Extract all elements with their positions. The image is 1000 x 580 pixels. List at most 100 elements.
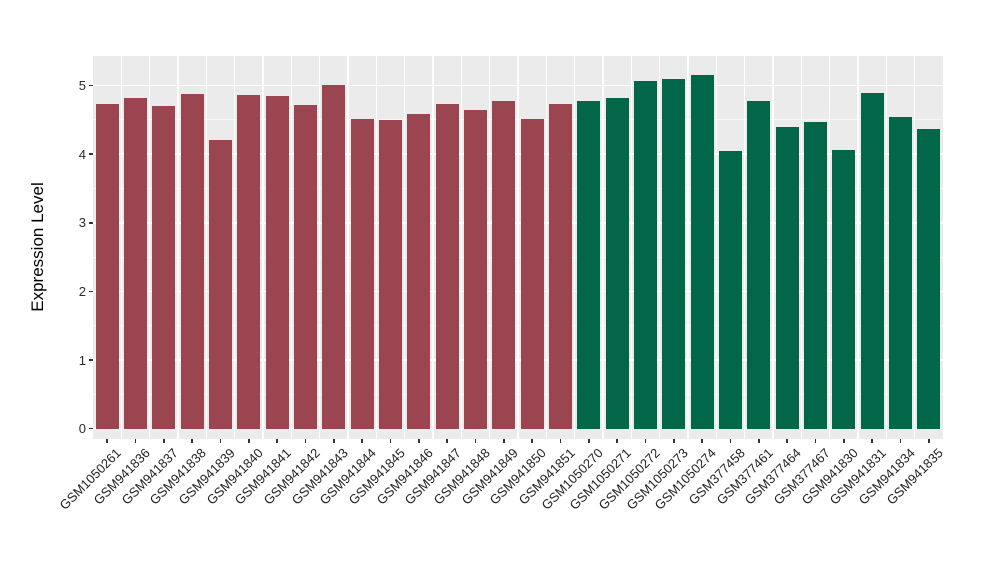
bar-GSM941841 xyxy=(265,96,289,429)
bar-GSM941837 xyxy=(152,106,176,429)
bar-GSM377458 xyxy=(719,150,742,429)
x-tick-mark xyxy=(531,439,533,443)
gridline-vertical xyxy=(574,56,576,439)
gridline-vertical xyxy=(517,56,519,439)
bar-GSM377461 xyxy=(747,100,771,429)
gridline-vertical xyxy=(234,56,236,439)
gridline-vertical xyxy=(319,56,321,439)
x-tick-mark xyxy=(276,439,278,443)
bar-GSM941846 xyxy=(407,114,431,429)
x-tick-mark xyxy=(333,439,335,443)
x-tick-mark xyxy=(928,439,930,443)
x-tick-mark xyxy=(503,439,505,443)
gridline-vertical xyxy=(290,56,292,439)
gridline-vertical xyxy=(375,56,377,439)
x-tick-mark xyxy=(814,439,817,443)
bar-GSM1050261 xyxy=(95,104,119,429)
x-tick-mark xyxy=(191,439,193,443)
gridline-vertical xyxy=(829,56,831,439)
y-tick-label: 4 xyxy=(78,146,86,162)
x-tick-mark xyxy=(474,439,477,443)
plot-panel xyxy=(93,56,943,439)
x-tick-mark xyxy=(899,439,902,443)
bar-GSM1050274 xyxy=(690,74,714,429)
y-tick-mark xyxy=(89,222,93,224)
bar-GSM941848 xyxy=(464,109,487,429)
x-tick-mark xyxy=(446,439,448,443)
x-tick-mark xyxy=(418,439,420,443)
x-tick-mark xyxy=(729,439,732,443)
gridline-vertical xyxy=(404,56,406,439)
bar-GSM941830 xyxy=(832,150,856,429)
y-tick-mark xyxy=(89,290,93,293)
x-tick-mark xyxy=(616,439,618,443)
bar-GSM377467 xyxy=(804,121,827,429)
bar-GSM941840 xyxy=(237,95,261,429)
y-tick-mark xyxy=(89,359,93,361)
y-axis-title: Expression Level xyxy=(28,182,47,312)
x-tick-mark xyxy=(219,439,222,443)
x-tick-mark xyxy=(786,439,788,443)
x-tick-mark xyxy=(389,439,392,443)
y-tick-label: 3 xyxy=(78,215,86,231)
bar-GSM941838 xyxy=(180,94,204,429)
y-tick-label: 2 xyxy=(78,283,86,299)
gridline-vertical xyxy=(885,56,887,439)
gridline-vertical xyxy=(205,56,207,439)
gridline-vertical xyxy=(262,56,264,439)
x-tick-mark xyxy=(559,439,562,443)
bar-GSM941849 xyxy=(492,100,516,429)
bar-GSM1050271 xyxy=(605,97,629,429)
gridline-vertical xyxy=(630,56,632,439)
x-tick-mark xyxy=(361,439,363,443)
bar-GSM941839 xyxy=(209,139,232,429)
gridline-vertical xyxy=(545,56,547,439)
gridline-vertical xyxy=(489,56,491,439)
x-tick-mark xyxy=(871,439,873,443)
y-tick-label: 0 xyxy=(78,421,86,437)
bar-GSM941842 xyxy=(294,104,317,429)
gridline-vertical xyxy=(120,56,122,439)
gridline-vertical xyxy=(659,56,661,439)
gridline-vertical xyxy=(602,56,604,439)
bar-GSM941834 xyxy=(889,117,912,429)
bar-GSM941850 xyxy=(520,119,544,429)
gridline-vertical xyxy=(687,56,689,439)
gridline-vertical xyxy=(715,56,717,439)
bar-GSM1050272 xyxy=(634,80,657,429)
x-tick-mark xyxy=(134,439,137,443)
gridline-vertical xyxy=(914,56,916,439)
gridline-vertical xyxy=(800,56,802,439)
bar-GSM941845 xyxy=(379,119,402,429)
gridline-vertical xyxy=(177,56,179,439)
gridline-vertical xyxy=(432,56,434,439)
y-tick-label: 5 xyxy=(78,78,86,93)
bar-GSM941851 xyxy=(549,104,572,429)
x-tick-mark xyxy=(701,439,703,443)
gridline-vertical xyxy=(149,56,151,439)
gridline-vertical xyxy=(772,56,774,439)
gridline-vertical xyxy=(347,56,349,439)
gridline-vertical xyxy=(744,56,746,439)
bar-GSM941836 xyxy=(124,97,147,429)
bar-GSM941835 xyxy=(917,129,941,429)
y-tick-mark xyxy=(89,84,93,87)
gridline-vertical xyxy=(460,56,462,439)
bar-GSM377464 xyxy=(775,127,799,429)
x-tick-mark xyxy=(588,439,590,443)
y-tick-mark xyxy=(89,153,93,155)
x-tick-mark xyxy=(644,439,647,443)
gridline-vertical xyxy=(857,56,859,439)
bar-GSM1050270 xyxy=(577,101,601,429)
y-tick-mark xyxy=(89,427,93,430)
bar-GSM941847 xyxy=(435,104,459,429)
x-tick-mark xyxy=(673,439,675,443)
x-tick-mark xyxy=(248,439,250,443)
y-tick-label: 1 xyxy=(78,352,86,368)
x-tick-mark xyxy=(304,439,307,443)
x-tick-mark xyxy=(758,439,760,443)
bar-GSM941843 xyxy=(322,84,346,429)
bar-GSM941844 xyxy=(350,119,374,429)
x-tick-mark xyxy=(163,439,165,443)
